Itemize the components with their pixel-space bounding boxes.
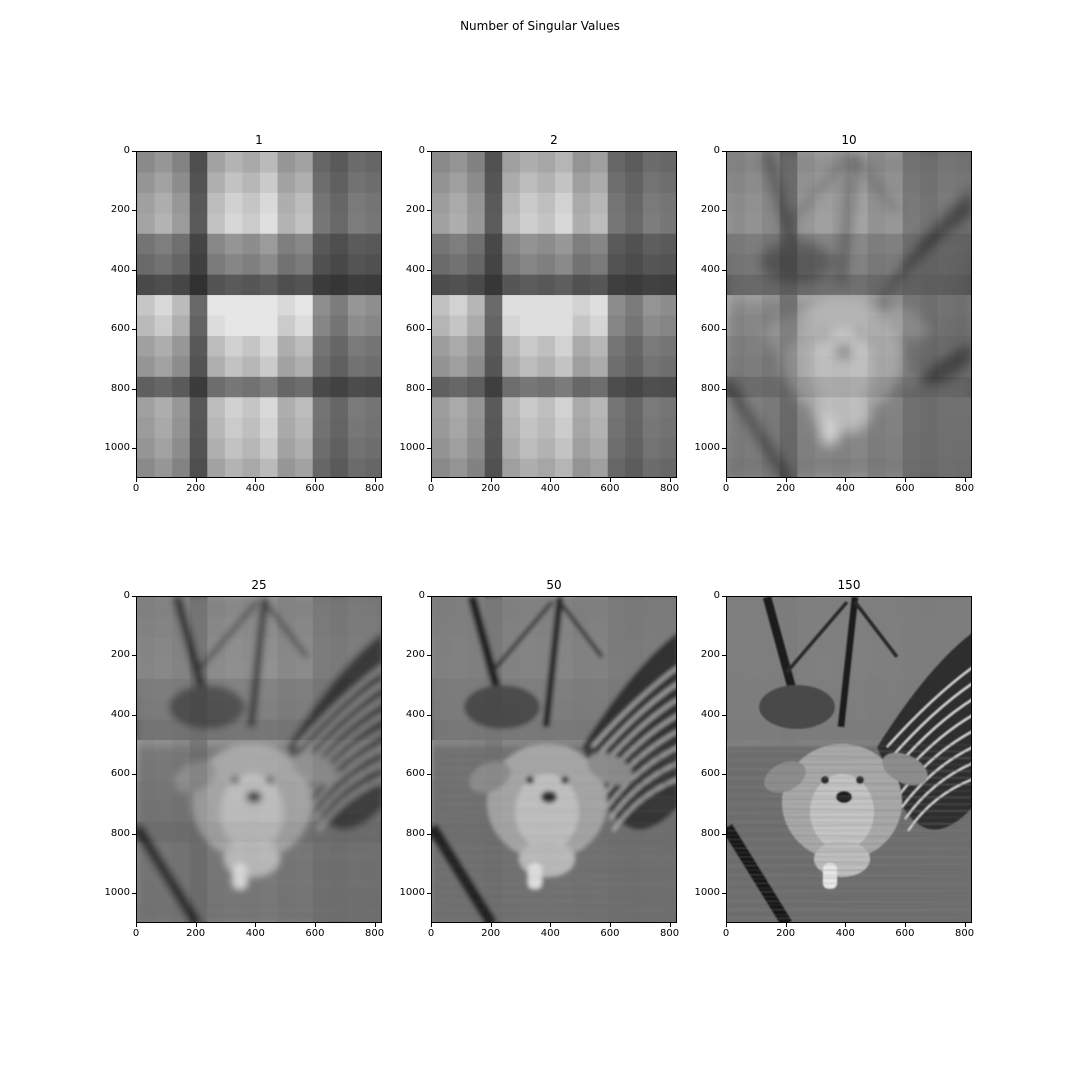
svd-reconstruction-image xyxy=(432,597,676,922)
x-tick-label: 600 xyxy=(895,928,915,939)
svd-reconstruction-image xyxy=(727,152,971,477)
x-tick-label: 400 xyxy=(540,483,560,494)
x-tick-label: 600 xyxy=(600,928,620,939)
y-tick-label: 400 xyxy=(110,263,130,275)
x-tick-label: 0 xyxy=(132,483,140,494)
x-tick-label: 800 xyxy=(364,928,385,939)
x-tick-label: 0 xyxy=(427,928,435,939)
y-tick-label: 800 xyxy=(405,827,425,839)
y-tick-label: 200 xyxy=(110,204,130,216)
svd-reconstruction-image xyxy=(432,152,676,477)
y-tick-label: 400 xyxy=(405,263,425,275)
x-tick-label: 600 xyxy=(600,483,620,494)
image-plot-area xyxy=(136,151,382,478)
y-tick-label: 0 xyxy=(418,145,425,156)
x-tick-label: 200 xyxy=(481,483,501,494)
y-tick-label: 800 xyxy=(700,382,720,394)
y-tick-label: 800 xyxy=(405,382,425,394)
image-plot-area xyxy=(431,151,677,478)
subplot-title: 50 xyxy=(546,578,562,592)
y-tick-label: 600 xyxy=(700,323,720,335)
x-tick-label: 600 xyxy=(305,483,325,494)
y-tick-label: 200 xyxy=(700,204,720,216)
y-tick-label: 1000 xyxy=(694,887,720,899)
x-tick-label: 400 xyxy=(245,483,265,494)
y-tick-label: 1000 xyxy=(104,887,130,899)
y-tick-label: 0 xyxy=(418,590,425,601)
y-tick-label: 600 xyxy=(700,768,720,780)
x-tick-label: 800 xyxy=(954,928,975,939)
y-tick-label: 1000 xyxy=(399,887,425,899)
figure-title: Number of Singular Values xyxy=(460,19,620,33)
image-plot-area xyxy=(726,596,972,923)
x-tick-label: 800 xyxy=(659,928,680,939)
subplot-title: 10 xyxy=(841,133,857,147)
svd-reconstruction-image xyxy=(137,152,381,477)
y-tick-label: 800 xyxy=(110,827,130,839)
y-tick-label: 600 xyxy=(405,768,425,780)
y-tick-label: 200 xyxy=(110,649,130,661)
y-tick-label: 600 xyxy=(110,768,130,780)
x-tick-label: 0 xyxy=(722,928,730,939)
y-tick-label: 0 xyxy=(123,145,130,156)
x-tick-label: 200 xyxy=(186,928,206,939)
x-tick-label: 800 xyxy=(954,483,975,494)
x-tick-label: 0 xyxy=(722,483,730,494)
x-tick-label: 400 xyxy=(835,928,855,939)
y-tick-label: 400 xyxy=(700,263,720,275)
y-tick-label: 1000 xyxy=(694,442,720,454)
y-tick-label: 200 xyxy=(405,204,425,216)
y-tick-label: 0 xyxy=(123,590,130,601)
y-tick-label: 200 xyxy=(405,649,425,661)
x-tick-label: 400 xyxy=(540,928,560,939)
subplot-title: 150 xyxy=(837,578,861,592)
subplot-title: 25 xyxy=(251,578,267,592)
y-tick-label: 800 xyxy=(110,382,130,394)
y-tick-label: 0 xyxy=(713,145,720,156)
y-tick-label: 600 xyxy=(110,323,130,335)
x-tick-label: 200 xyxy=(481,928,501,939)
image-plot-area xyxy=(136,596,382,923)
y-tick-label: 400 xyxy=(700,708,720,720)
x-tick-label: 600 xyxy=(305,928,325,939)
x-tick-label: 200 xyxy=(186,483,206,494)
subplot-title: 2 xyxy=(550,133,558,147)
x-tick-label: 800 xyxy=(659,483,680,494)
x-tick-label: 400 xyxy=(835,483,855,494)
x-tick-label: 0 xyxy=(427,483,435,494)
y-tick-label: 1000 xyxy=(104,442,130,454)
x-tick-label: 400 xyxy=(245,928,265,939)
y-tick-label: 0 xyxy=(713,590,720,601)
y-tick-label: 200 xyxy=(700,649,720,661)
svd-reconstruction-image xyxy=(137,597,381,922)
subplot-title: 1 xyxy=(255,133,263,147)
image-plot-area xyxy=(431,596,677,923)
x-tick-label: 200 xyxy=(776,483,796,494)
x-tick-label: 800 xyxy=(364,483,385,494)
image-plot-area xyxy=(726,151,972,478)
y-tick-label: 800 xyxy=(700,827,720,839)
svd-reconstruction-image xyxy=(727,597,971,922)
y-tick-label: 400 xyxy=(405,708,425,720)
y-tick-label: 600 xyxy=(405,323,425,335)
y-tick-label: 1000 xyxy=(399,442,425,454)
x-tick-label: 0 xyxy=(132,928,140,939)
x-tick-label: 200 xyxy=(776,928,796,939)
y-tick-label: 400 xyxy=(110,708,130,720)
x-tick-label: 600 xyxy=(895,483,915,494)
